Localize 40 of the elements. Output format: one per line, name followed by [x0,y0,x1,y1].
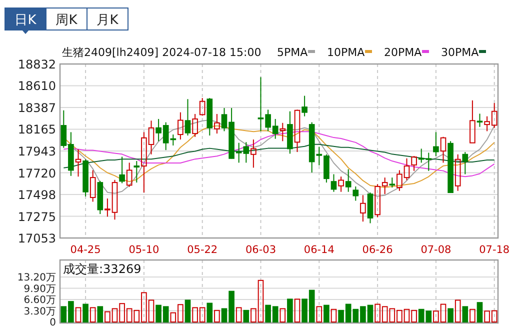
candlestick [476,113,483,128]
x-tick-label: 05-10 [128,244,160,256]
x-tick-label: 07-08 [420,244,452,256]
y-tick-label: 0 [50,318,56,328]
legend-label: 5PMA [277,46,308,59]
candlestick [330,174,337,192]
text: 月K [96,13,119,28]
candlestick [360,194,366,222]
chart-title: 生猪2409[lh2409] 2024-07-18 15:00 [62,46,262,59]
chart-title: 成交量:33269 [63,262,142,276]
x-tick-label: 06-26 [362,244,394,256]
text: 日K [14,13,37,28]
y-tick-label: 17275 [18,210,56,224]
x-tick-label: 07-18 [479,244,510,256]
y-tick-label: 17720 [18,166,56,180]
x-tick-label: 06-14 [304,244,335,256]
y-tick-label: 18387 [18,101,56,116]
y-tick-label: 6.60万 [24,295,56,306]
candlestick [287,110,293,154]
candlestick [134,160,140,184]
x-tick-label: 06-03 [245,244,276,256]
y-tick-label: 18165 [18,122,56,137]
y-tick-label: 17943 [18,144,56,158]
candlestick [345,168,352,192]
x-tick-label: 05-22 [187,244,218,256]
y-tick-label: 13.20万 [17,272,56,284]
candlestick [75,148,82,178]
candlestick [454,154,461,192]
y-tick-label: 17498 [18,188,56,202]
y-tick-label: 9.90万 [24,284,56,295]
candlestick [192,113,198,138]
y-tick-label: 3.30万 [24,306,56,318]
y-tick-label: 18832 [18,58,56,72]
x-tick-label: 04-25 [70,244,101,256]
y-tick-label: 17053 [18,232,56,246]
text: 周K [56,13,78,28]
candlestick [280,122,286,142]
y-tick-label: 18610 [18,79,56,94]
candlestick [250,139,256,168]
candlestick [433,132,439,157]
